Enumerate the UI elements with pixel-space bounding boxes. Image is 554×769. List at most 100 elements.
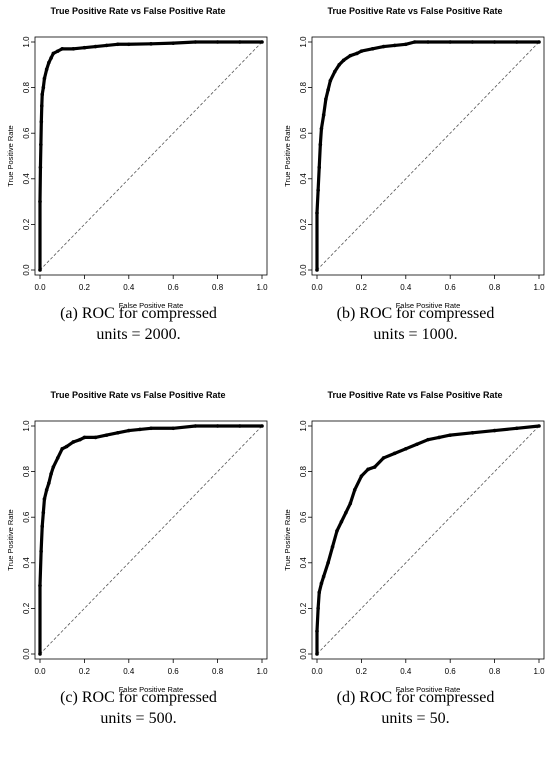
y-tick-label: 0.4 (22, 557, 31, 569)
x-tick-label: 0.0 (34, 283, 46, 292)
roc-point (41, 85, 46, 90)
roc-chart-b: True Positive Rate vs False Positive Rat… (283, 6, 545, 310)
x-tick-label: 1.0 (533, 667, 545, 676)
roc-point (392, 451, 397, 456)
roc-point (38, 583, 42, 588)
caption-b-line1: (b) ROC for compressed (336, 305, 495, 322)
roc-point (359, 49, 364, 53)
roc-point (215, 40, 220, 44)
y-tick-label: 0.4 (22, 173, 31, 185)
caption-a-line2: units = 2000. (96, 326, 181, 343)
roc-point (55, 49, 60, 53)
roc-point (71, 47, 76, 51)
roc-point (193, 424, 198, 428)
roc-point (238, 424, 242, 428)
caption-b: (b) ROC for compressed units = 1000. (277, 303, 554, 345)
roc-point (42, 76, 47, 81)
x-axis-label: False Positive Rate (119, 685, 184, 694)
y-tick-label: 0.6 (299, 511, 308, 523)
roc-point (366, 467, 370, 472)
roc-point (339, 519, 344, 524)
roc-point (315, 268, 319, 272)
roc-point (38, 199, 42, 204)
y-tick-label: 1.0 (299, 36, 308, 48)
x-tick-label: 0.6 (168, 667, 180, 676)
roc-point (93, 435, 98, 440)
roc-point (324, 97, 328, 101)
roc-point (39, 120, 44, 124)
y-tick-label: 0.2 (22, 602, 31, 614)
x-tick-label: 0.2 (356, 283, 368, 292)
roc-point (318, 142, 323, 147)
x-tick-label: 0.6 (168, 283, 180, 292)
roc-point (260, 40, 264, 44)
roc-point (321, 113, 326, 117)
roc-point (359, 474, 364, 478)
caption-d-line2: units = 50. (381, 710, 450, 727)
x-tick-label: 1.0 (256, 283, 268, 292)
roc-point (372, 465, 377, 469)
roc-panel-b: True Positive Rate vs False Positive Rat… (277, 0, 554, 384)
roc-point (515, 426, 519, 431)
roc-point (38, 268, 42, 272)
chart-title: True Positive Rate vs False Positive Rat… (327, 390, 502, 400)
roc-point (316, 188, 320, 192)
roc-point (171, 426, 175, 431)
x-tick-label: 0.4 (123, 283, 135, 292)
plot-frame (34, 420, 268, 660)
roc-point (47, 60, 51, 65)
roc-point (470, 40, 475, 44)
roc-point (44, 67, 49, 72)
roc-point (44, 488, 49, 492)
roc-point (370, 47, 375, 51)
roc-point (71, 440, 76, 444)
x-tick-label: 0.0 (311, 667, 323, 676)
roc-point (93, 44, 98, 49)
roc-point (39, 142, 43, 147)
roc-point (40, 524, 45, 529)
roc-point (38, 652, 42, 656)
chart-title: True Positive Rate vs False Positive Rat… (50, 390, 225, 400)
y-axis-label: True Positive Rate (283, 509, 292, 570)
roc-point (316, 606, 320, 611)
y-tick-label: 1.0 (22, 420, 31, 432)
roc-point (415, 442, 419, 447)
roc-point (39, 104, 44, 108)
roc-point (317, 590, 322, 595)
roc-point (344, 510, 348, 515)
roc-point (104, 433, 109, 437)
roc-point (392, 43, 397, 48)
y-tick-label: 0.8 (22, 465, 31, 477)
roc-chart-d: True Positive Rate vs False Positive Rat… (283, 390, 545, 694)
roc-point (348, 53, 353, 58)
roc-point (448, 433, 452, 437)
roc-point (492, 40, 497, 44)
caption-d-line1: (d) ROC for compressed (336, 689, 495, 706)
roc-point (328, 78, 333, 83)
x-tick-label: 0.6 (445, 283, 457, 292)
plot-frame (34, 36, 268, 276)
x-axis-label: False Positive Rate (119, 301, 184, 310)
y-tick-label: 1.0 (22, 36, 31, 48)
roc-chart-a: True Positive Rate vs False Positive Rat… (6, 6, 268, 310)
roc-point (448, 40, 452, 44)
x-tick-label: 1.0 (533, 283, 545, 292)
roc-point (315, 629, 319, 633)
y-tick-label: 0.0 (299, 648, 308, 660)
caption-a: (a) ROC for compressed units = 2000. (0, 303, 277, 345)
roc-panel-d: True Positive Rate vs False Positive Rat… (277, 384, 554, 768)
roc-point (104, 43, 109, 48)
x-tick-label: 0.8 (212, 283, 224, 292)
roc-point (404, 447, 408, 451)
roc-point (355, 51, 359, 56)
roc-point (82, 435, 87, 440)
x-tick-label: 0.0 (34, 667, 46, 676)
y-tick-label: 0.4 (299, 557, 308, 569)
roc-point (127, 428, 131, 433)
y-axis-label: True Positive Rate (6, 125, 15, 186)
roc-point (82, 45, 87, 50)
x-tick-label: 0.0 (311, 283, 323, 292)
roc-point (41, 510, 46, 515)
roc-point (381, 44, 386, 49)
roc-point (437, 435, 441, 440)
